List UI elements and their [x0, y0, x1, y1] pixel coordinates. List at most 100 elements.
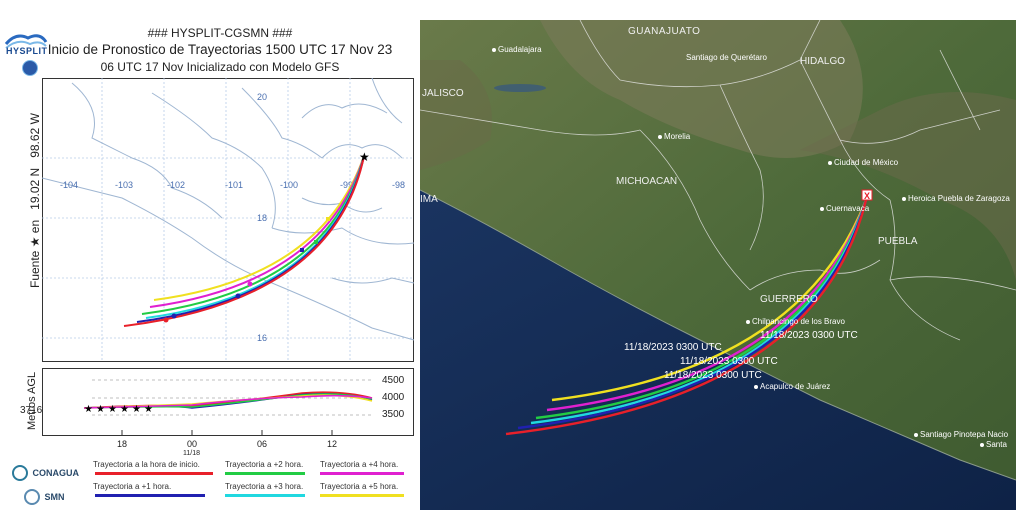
map-label-city: Cuernavaca [820, 204, 869, 213]
city-dot-icon [658, 135, 662, 139]
svg-text:★: ★ [120, 404, 129, 415]
city-name: Chilpancingo de los Bravo [752, 317, 845, 326]
city-dot-icon [754, 385, 758, 389]
satellite-map: X GUANAJUATO Guadalajara Santiago de Que… [420, 20, 1016, 510]
sat-trajectory-plus4 [546, 199, 868, 412]
lon-tick: -100 [280, 180, 298, 190]
lat-tick: 18 [257, 213, 267, 223]
city-name: Acapulco de Juárez [760, 382, 831, 391]
legend-label-plus3: Trayectoria a +3 hora. [225, 482, 304, 491]
conagua-text: CONAGUA [32, 467, 79, 478]
trajectory-plus5 [153, 155, 365, 301]
title-line-3: 06 UTC 17 Nov Inicializado con Modelo GF… [100, 60, 340, 74]
city-name: Heroica Puebla de Zaragoza [908, 194, 1010, 203]
legend-label-start: Trayectoria a la hora de inicio. [93, 460, 200, 469]
map-label-state: IMA [420, 194, 438, 205]
source-label: Fuente ★ en 19.02 N 98.62 W [28, 113, 42, 288]
title-line-1: ### HYSPLIT-CGSMN ### [147, 26, 293, 40]
legend-label-plus1: Trayectoria a +1 hora. [93, 482, 172, 491]
city-name: Morelia [664, 132, 691, 141]
height-tick-right: 4000 [382, 392, 405, 403]
time-tick: 18 [117, 439, 128, 449]
lon-ticks: -104 -103 -102 -101 -100 -99 -98 [60, 180, 405, 190]
legend-line-plus3 [225, 494, 305, 497]
title-line-2: Inicio de Pronostico de Trayectorias 150… [47, 42, 393, 57]
lon-tick: -103 [115, 180, 133, 190]
city-dot-icon [980, 443, 984, 447]
svg-text:★: ★ [132, 404, 141, 415]
legend-line-plus1 [95, 494, 205, 497]
sat-trajectory-plus5 [551, 199, 868, 402]
city-dot-icon [828, 161, 832, 165]
sat-trajectory-start [505, 199, 868, 436]
hysplit-logo: HYSPLIT [4, 32, 48, 62]
smn-logo: SMN [24, 488, 64, 506]
lon-tick: -104 [60, 180, 78, 190]
sat-trajectory-plus1 [517, 199, 868, 430]
map-label-city: Santiago Pinotepa Nacio [914, 430, 1008, 439]
lat-ticks: 20 18 16 [257, 92, 267, 343]
source-marker-box [861, 189, 873, 201]
map-label-city: Santa [980, 440, 1007, 449]
lat-tick: 20 [257, 92, 267, 102]
height-tick-right: 4500 [382, 375, 405, 386]
map-label-state: GUERRERO [760, 294, 818, 305]
noaa-logo [22, 60, 38, 76]
city-name: Ciudad de México [834, 158, 899, 167]
start-height: 3716 [20, 405, 43, 416]
city-dot-icon [902, 197, 906, 201]
map-label-state: PUEBLA [878, 236, 918, 247]
trajectory-plus4 [149, 155, 365, 308]
utc-label: 11/18/2023 0300 UTC [664, 370, 762, 381]
map-label-state: MICHOACAN [616, 176, 678, 187]
svg-text:★: ★ [96, 404, 105, 415]
map-label-state: GUANAJUATO [628, 26, 701, 37]
map-label-city: Guadalajara [492, 45, 542, 54]
legend-line-plus2 [225, 472, 305, 475]
city-dot-icon [746, 320, 750, 324]
height-ylabel: Metros AGL [26, 371, 38, 430]
height-tick-right: 3500 [382, 409, 405, 420]
lon-tick: -102 [167, 180, 185, 190]
city-dot-icon [492, 48, 496, 52]
lon-tick: -98 [392, 180, 405, 190]
city-name: Guadalajara [498, 45, 542, 54]
utc-label: 11/18/2023 0300 UTC [760, 330, 858, 341]
time-tick: 00 [187, 439, 198, 449]
source-star-icon: ★ [359, 150, 370, 164]
city-dot-icon [914, 433, 918, 437]
source-marker-icon: X [864, 191, 870, 201]
smn-icon [24, 488, 40, 505]
hysplit-logo-text: HYSPLIT [6, 46, 48, 56]
trajectory-map: -104 -103 -102 -101 -100 -99 -98 20 18 1… [42, 78, 414, 362]
lat-tick: 16 [257, 333, 267, 343]
legend-label-plus2: Trayectoria a +2 hora. [225, 460, 304, 469]
city-name: Santa [986, 440, 1007, 449]
lon-tick: -101 [225, 180, 243, 190]
conagua-logo: CONAGUA [12, 464, 79, 482]
conagua-icon [12, 464, 28, 481]
utc-label: 11/18/2023 0300 UTC [624, 342, 722, 353]
source-lat: 19.02 N [28, 167, 42, 210]
legend-line-plus4 [320, 472, 404, 475]
legend-line-plus5 [320, 494, 404, 497]
time-tick: 12 [327, 439, 338, 449]
map-label-city: Chilpancingo de los Bravo [746, 317, 845, 326]
smn-text: SMN [44, 491, 65, 502]
height-plot: ★ ★ ★ ★ ★ ★ [42, 368, 414, 436]
city-name: Cuernavaca [826, 204, 870, 213]
map-label-city: Heroica Puebla de Zaragoza [902, 194, 1010, 203]
utc-label: 11/18/2023 0300 UTC [680, 356, 778, 367]
time-tick: 06 [257, 439, 268, 449]
city-name: Santiago Pinotepa Nacio [920, 430, 1009, 439]
source-prefix: Fuente ★ en [28, 219, 42, 288]
legend-label-plus5: Trayectoria a +5 hora. [320, 482, 399, 491]
date-label: 11/18 [183, 450, 200, 457]
map-label-city: Morelia [658, 132, 690, 141]
map-label-state: HIDALGO [800, 56, 846, 67]
hysplit-panel: HYSPLIT ### HYSPLIT-CGSMN ### Inicio de … [0, 0, 418, 523]
city-dot-icon [820, 207, 824, 211]
map-label-state: JALISCO [422, 88, 464, 99]
svg-text:★: ★ [144, 404, 153, 415]
source-lon: 98.62 W [28, 113, 42, 158]
